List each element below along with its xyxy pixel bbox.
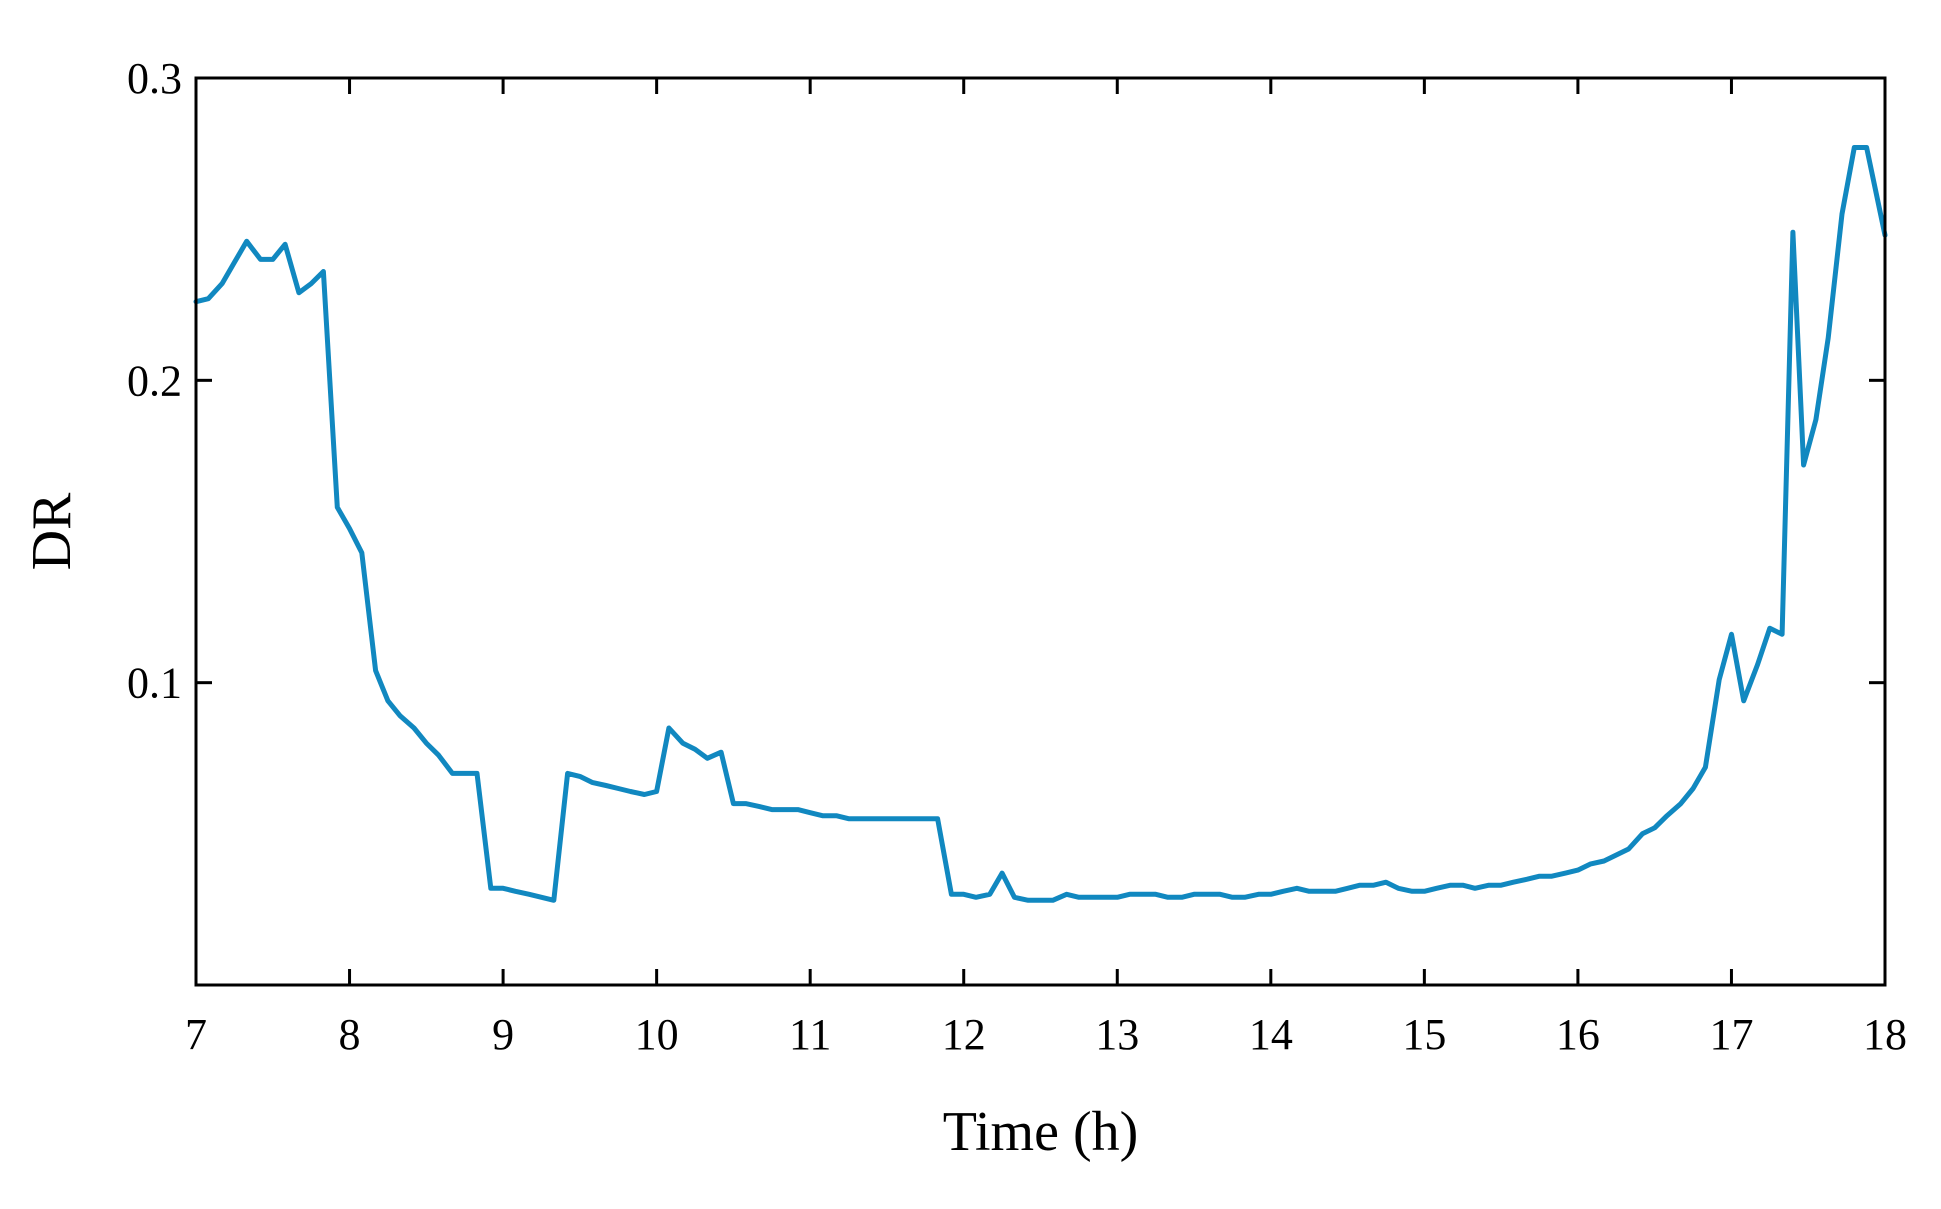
- y-tick-label: 0.1: [127, 659, 182, 708]
- dr-series-line: [193, 145, 1888, 903]
- x-tick-label: 16: [1556, 1010, 1600, 1059]
- x-tick-label: 14: [1249, 1010, 1293, 1059]
- plot-frame: [194, 76, 1887, 987]
- x-tick-label: 17: [1709, 1010, 1753, 1059]
- x-tick-label: 12: [942, 1010, 986, 1059]
- x-axis-title: Time (h): [943, 1101, 1139, 1163]
- x-tick-label: 7: [185, 1010, 207, 1059]
- x-tick-label: 15: [1402, 1010, 1446, 1059]
- x-axis-ticks: 7 8 9 10 11 12 13 14 15 16 17 18: [185, 78, 1907, 1059]
- y-axis-title: DR: [21, 492, 83, 570]
- y-tick-label: 0.2: [127, 356, 182, 405]
- x-tick-label: 9: [492, 1010, 514, 1059]
- y-tick-label: 0.3: [127, 54, 182, 103]
- x-tick-label: 13: [1095, 1010, 1139, 1059]
- x-tick-label: 10: [635, 1010, 679, 1059]
- x-tick-label: 8: [339, 1010, 361, 1059]
- y-axis-ticks: 0.1 0.2 0.3: [127, 54, 1885, 708]
- x-tick-label: 18: [1863, 1010, 1907, 1059]
- x-tick-label: 11: [789, 1010, 831, 1059]
